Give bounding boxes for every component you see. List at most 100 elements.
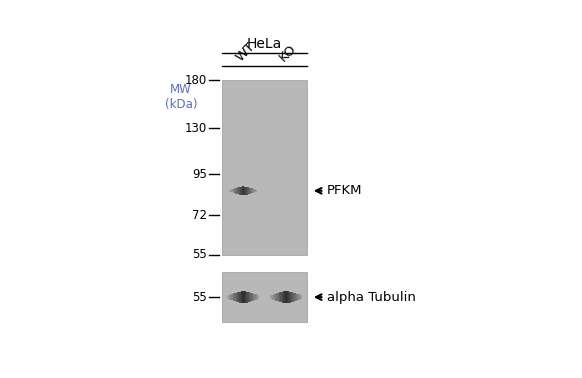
Bar	[279, 292, 281, 302]
Bar	[236, 293, 237, 302]
Bar	[233, 189, 234, 193]
Bar	[282, 292, 283, 302]
Bar	[239, 292, 240, 302]
Bar	[246, 187, 247, 195]
Bar	[248, 187, 249, 194]
Bar	[301, 295, 302, 299]
Bar	[222, 273, 307, 322]
Bar	[255, 294, 256, 300]
Bar	[298, 294, 299, 300]
Bar	[247, 187, 248, 195]
Bar	[250, 188, 251, 194]
Bar	[290, 292, 292, 302]
Bar	[293, 293, 294, 302]
Text: 180: 180	[185, 74, 207, 87]
Bar	[237, 187, 238, 194]
Bar	[254, 189, 255, 192]
Bar	[258, 295, 259, 299]
Bar	[230, 294, 231, 300]
Bar	[238, 187, 239, 194]
Text: 55: 55	[193, 291, 207, 304]
Bar	[257, 295, 258, 299]
Bar	[244, 186, 245, 195]
Text: 72: 72	[192, 209, 207, 222]
Bar	[271, 295, 272, 299]
Bar	[283, 291, 284, 303]
Bar	[274, 294, 275, 300]
Bar	[252, 293, 253, 301]
Bar	[229, 295, 230, 300]
Bar	[299, 294, 300, 300]
Text: HeLa: HeLa	[247, 37, 282, 51]
Bar	[292, 292, 293, 302]
Bar	[249, 292, 250, 302]
Bar	[272, 295, 273, 300]
Bar	[242, 291, 243, 303]
Bar	[251, 293, 252, 301]
Bar	[234, 293, 235, 301]
Bar	[232, 294, 233, 301]
Bar	[253, 293, 254, 301]
Bar	[289, 291, 290, 303]
Bar	[256, 294, 257, 300]
Bar	[232, 189, 233, 192]
Bar	[255, 189, 256, 192]
Text: KO: KO	[276, 42, 299, 64]
Bar	[254, 294, 255, 301]
Bar	[237, 292, 238, 302]
Bar	[249, 187, 250, 194]
Bar	[288, 291, 289, 303]
Bar	[240, 291, 242, 303]
Bar	[235, 293, 236, 301]
Bar	[281, 292, 282, 302]
Bar	[242, 186, 243, 195]
Bar	[246, 291, 247, 303]
Bar	[231, 189, 232, 192]
Bar	[275, 294, 276, 301]
Bar	[233, 293, 234, 301]
Bar	[228, 295, 229, 299]
Text: 95: 95	[192, 168, 207, 181]
Bar	[276, 293, 277, 301]
Bar	[252, 189, 253, 193]
Bar	[278, 293, 279, 301]
Bar	[235, 188, 236, 194]
Bar	[240, 187, 241, 195]
Bar	[245, 187, 246, 195]
Bar	[287, 291, 288, 303]
Text: WT: WT	[234, 40, 258, 64]
Bar	[277, 293, 278, 301]
Text: 130: 130	[185, 122, 207, 135]
Text: 55: 55	[193, 248, 207, 262]
Bar	[243, 291, 244, 303]
Bar	[239, 187, 240, 195]
Bar	[231, 294, 232, 300]
Bar	[234, 189, 235, 193]
Bar	[297, 294, 298, 301]
Bar	[247, 292, 248, 302]
Bar	[229, 190, 230, 192]
Bar	[236, 188, 237, 194]
Text: PFKM: PFKM	[327, 184, 362, 197]
Bar	[253, 189, 254, 193]
Bar	[248, 292, 249, 302]
Text: MW
(kDa): MW (kDa)	[165, 83, 197, 111]
Bar	[270, 295, 271, 299]
Bar	[222, 80, 307, 255]
Bar	[296, 294, 297, 301]
Bar	[241, 187, 242, 195]
Bar	[244, 291, 246, 303]
Bar	[273, 294, 274, 300]
Bar	[256, 190, 257, 192]
Bar	[300, 295, 301, 299]
Bar	[250, 293, 251, 302]
Bar	[284, 291, 285, 303]
Bar	[238, 292, 239, 302]
Bar	[243, 186, 244, 195]
Bar	[294, 293, 296, 301]
Text: alpha Tubulin: alpha Tubulin	[327, 291, 416, 304]
Bar	[251, 188, 252, 194]
Bar	[227, 295, 228, 299]
Bar	[230, 189, 231, 192]
Bar	[285, 291, 286, 303]
